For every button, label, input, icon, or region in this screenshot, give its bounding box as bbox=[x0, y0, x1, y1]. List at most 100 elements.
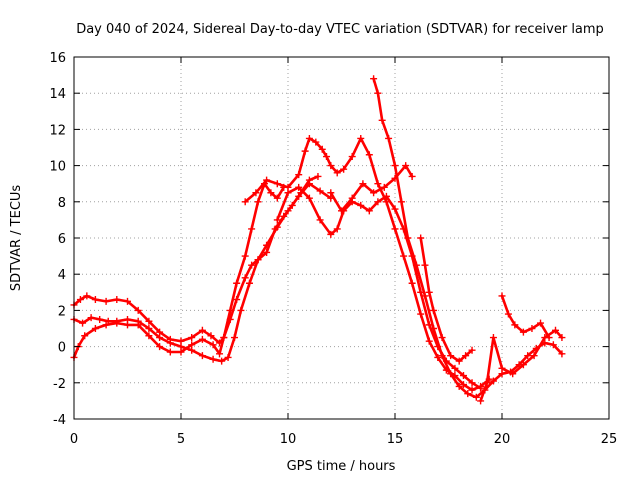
data-point bbox=[421, 292, 429, 300]
data-point bbox=[81, 332, 89, 340]
data-point bbox=[519, 328, 527, 336]
data-point bbox=[541, 334, 549, 342]
data-point bbox=[198, 352, 206, 360]
data-point bbox=[327, 230, 335, 238]
data-point bbox=[273, 180, 281, 188]
data-point bbox=[558, 350, 566, 358]
data-point bbox=[374, 198, 382, 206]
data-point bbox=[391, 225, 399, 233]
data-point bbox=[434, 353, 442, 361]
data-point bbox=[498, 292, 506, 300]
data-series bbox=[70, 75, 566, 405]
data-point bbox=[451, 364, 459, 372]
data-point bbox=[524, 352, 532, 360]
data-point bbox=[511, 321, 519, 329]
data-point bbox=[327, 162, 335, 170]
data-point bbox=[233, 279, 241, 287]
data-point bbox=[156, 343, 164, 351]
data-point bbox=[447, 370, 455, 378]
data-point bbox=[489, 377, 497, 385]
data-point bbox=[365, 151, 373, 159]
data-point bbox=[312, 138, 320, 146]
data-point bbox=[305, 194, 313, 202]
data-point bbox=[156, 334, 164, 342]
data-point bbox=[233, 296, 241, 304]
chart-title: Day 040 of 2024, Sidereal Day-to-day VTE… bbox=[76, 22, 604, 37]
data-point bbox=[468, 379, 476, 387]
data-point bbox=[438, 334, 446, 342]
data-point bbox=[318, 145, 326, 153]
data-point bbox=[254, 256, 262, 264]
data-point bbox=[374, 89, 382, 97]
data-point bbox=[430, 306, 438, 314]
y-tick-label: -4 bbox=[53, 413, 66, 428]
data-point bbox=[397, 198, 405, 206]
series-track-10 bbox=[477, 326, 566, 405]
data-point bbox=[124, 297, 131, 305]
data-point bbox=[166, 339, 174, 347]
data-point bbox=[83, 292, 91, 300]
data-point bbox=[348, 153, 356, 161]
y-tick-label: 16 bbox=[49, 51, 66, 66]
data-point bbox=[248, 225, 256, 233]
data-point bbox=[462, 352, 470, 360]
y-tick-label: 12 bbox=[49, 123, 66, 138]
data-point bbox=[519, 361, 527, 369]
data-point bbox=[76, 296, 84, 304]
data-point bbox=[245, 279, 253, 287]
data-point bbox=[455, 382, 463, 390]
data-point bbox=[489, 334, 497, 342]
data-point bbox=[96, 315, 104, 323]
data-point bbox=[273, 216, 281, 224]
data-point bbox=[226, 306, 234, 314]
data-point bbox=[134, 321, 142, 329]
data-point bbox=[425, 288, 433, 296]
series-line bbox=[275, 186, 482, 390]
data-point bbox=[417, 310, 425, 318]
data-point bbox=[378, 116, 386, 124]
data-point bbox=[145, 325, 153, 332]
data-point bbox=[284, 207, 292, 215]
x-tick-label: 0 bbox=[70, 432, 78, 447]
data-point bbox=[252, 189, 260, 197]
data-point bbox=[359, 180, 367, 188]
data-point bbox=[220, 334, 228, 342]
series-track-5 bbox=[273, 183, 485, 392]
data-point bbox=[357, 201, 365, 209]
data-point bbox=[273, 223, 281, 231]
data-point bbox=[333, 169, 341, 177]
data-point bbox=[459, 372, 467, 380]
data-point bbox=[207, 332, 215, 340]
data-point bbox=[113, 319, 121, 327]
data-point bbox=[241, 252, 249, 260]
data-point bbox=[91, 296, 99, 304]
data-point bbox=[79, 319, 87, 327]
data-point bbox=[263, 241, 271, 249]
data-point bbox=[400, 252, 408, 260]
data-point bbox=[216, 350, 224, 358]
data-point bbox=[477, 384, 485, 392]
data-point bbox=[218, 357, 226, 365]
data-point bbox=[412, 261, 420, 269]
data-point bbox=[380, 183, 388, 191]
data-point bbox=[305, 134, 313, 142]
data-point bbox=[145, 332, 153, 340]
data-point bbox=[177, 348, 185, 356]
data-point bbox=[316, 187, 324, 195]
data-point bbox=[370, 75, 378, 83]
series-line bbox=[72, 182, 286, 359]
data-point bbox=[102, 321, 110, 329]
y-tick-label: 6 bbox=[58, 232, 66, 247]
data-point bbox=[549, 341, 557, 349]
data-point bbox=[102, 297, 110, 305]
data-point bbox=[113, 296, 121, 304]
data-point bbox=[241, 274, 249, 282]
data-point bbox=[198, 326, 206, 334]
data-point bbox=[402, 162, 410, 170]
y-tick-label: 4 bbox=[58, 268, 66, 283]
data-point bbox=[295, 171, 303, 179]
data-point bbox=[231, 334, 238, 342]
data-point bbox=[464, 390, 472, 398]
data-point bbox=[254, 198, 262, 206]
data-point bbox=[145, 317, 153, 325]
